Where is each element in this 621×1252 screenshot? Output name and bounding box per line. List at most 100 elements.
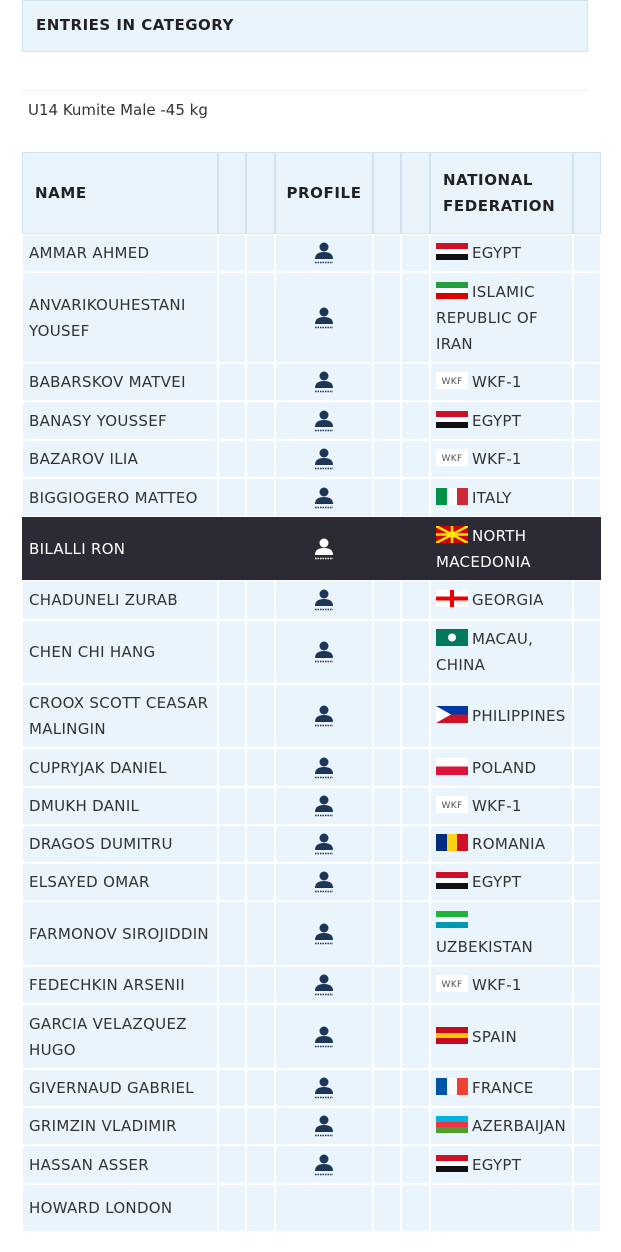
table-cell [373, 580, 401, 620]
profile-icon[interactable] [314, 923, 334, 945]
table-cell [573, 478, 601, 517]
table-cell: BABARSKOV MATVEI [22, 363, 218, 401]
entries-table: NAME PROFILE NATIONAL FEDERATION AMMAR AHME… [22, 152, 601, 1252]
table-cell [373, 1145, 401, 1184]
table-cell [573, 1107, 601, 1145]
table-cell [246, 966, 275, 1004]
federation-name: ROMANIA [472, 835, 546, 853]
table-cell [246, 580, 275, 620]
table-cell: ITALY [430, 478, 573, 517]
flag-icon [436, 1116, 472, 1135]
federation-name: EGYPT [472, 1155, 522, 1174]
flag-icon: WKF [436, 975, 472, 994]
table-cell: WKF WKF-1 [430, 363, 573, 401]
table-cell [401, 787, 430, 825]
athlete-name: BANASY YOUSSEF [29, 411, 167, 430]
table-cell: CHEN CHI HANG [22, 620, 218, 684]
table-cell [218, 748, 246, 787]
section-header: ENTRIES IN CATEGORY [22, 0, 588, 52]
profile-cell [275, 825, 373, 863]
table-cell [218, 1184, 246, 1232]
athlete-name: CHADUNELI ZURAB [29, 591, 178, 609]
column-header [573, 152, 601, 234]
athlete-name: ELSAYED OMAR [29, 873, 150, 891]
table-cell [218, 787, 246, 825]
profile-icon[interactable] [314, 538, 334, 560]
table-cell [401, 901, 430, 966]
table-cell: ROMANIA [430, 825, 573, 863]
table-cell [246, 234, 275, 272]
table-cell [573, 620, 601, 684]
profile-icon[interactable] [314, 410, 334, 432]
table-cell [401, 478, 430, 517]
table-cell: FRANCE [430, 1069, 573, 1107]
flag-icon [436, 629, 472, 648]
profile-icon[interactable] [314, 1026, 334, 1048]
table-cell [373, 363, 401, 401]
table-cell [573, 684, 601, 748]
profile-icon[interactable] [314, 757, 334, 779]
profile-icon[interactable] [314, 833, 334, 855]
athlete-name: BILALLI RON [29, 539, 126, 558]
federation-name: FRANCE [472, 1079, 534, 1097]
profile-icon[interactable] [314, 705, 334, 727]
profile-icon[interactable] [314, 448, 334, 470]
profile-icon[interactable] [314, 487, 334, 509]
federation-name: MACAU, CHINA [436, 630, 534, 674]
table-cell: BIGGIOGERO MATTEO [22, 478, 218, 517]
table-cell [246, 272, 275, 363]
federation-name: WKF-1 [472, 450, 522, 468]
athlete-name: DRAGOS DUMITRU [29, 835, 173, 853]
column-header [373, 152, 401, 234]
table-cell [246, 863, 275, 901]
table-cell [373, 272, 401, 363]
profile-icon[interactable] [314, 641, 334, 663]
table-cell [573, 1184, 601, 1232]
profile-icon[interactable] [314, 871, 334, 893]
table-cell [218, 580, 246, 620]
category-label: U14 Kumite Male -45 kg [22, 90, 588, 132]
profile-icon[interactable] [314, 371, 334, 393]
flag-icon [436, 281, 472, 301]
federation-name: GEORGIA [472, 591, 544, 609]
profile-cell [275, 440, 373, 478]
federation-name: SPAIN [472, 1027, 518, 1046]
profile-cell [275, 272, 373, 363]
table-cell [573, 401, 601, 440]
column-title: NATIONAL FEDERATION [443, 171, 556, 215]
table-cell [573, 1145, 601, 1184]
athlete-name: CROOX SCOTT CEASAR MALINGIN [29, 694, 209, 738]
profile-icon[interactable] [314, 1077, 334, 1099]
column-title: NAME [35, 184, 87, 202]
profile-icon[interactable] [314, 795, 334, 817]
table-cell [430, 1184, 573, 1232]
table-cell [246, 1145, 275, 1184]
table-cell [401, 401, 430, 440]
athlete-name: AMMAR AHMED [29, 244, 150, 262]
profile-cell [275, 748, 373, 787]
svg-text:WKF: WKF [442, 377, 463, 387]
profile-icon[interactable] [314, 242, 334, 264]
table-cell [218, 684, 246, 748]
table-cell [573, 863, 601, 901]
table-cell [573, 748, 601, 787]
profile-icon[interactable] [314, 307, 334, 329]
federation-name: UZBEKISTAN [436, 937, 534, 956]
flag-icon [436, 243, 472, 262]
table-cell: EGYPT [430, 863, 573, 901]
table-cell: BAZAROV ILIA [22, 440, 218, 478]
table-cell [218, 363, 246, 401]
profile-icon[interactable] [314, 1115, 334, 1137]
profile-icon[interactable] [314, 1154, 334, 1176]
federation-name: POLAND [472, 758, 537, 777]
column-header: NATIONAL FEDERATION [430, 152, 573, 234]
profile-icon[interactable] [314, 589, 334, 611]
table-cell [401, 272, 430, 363]
table-cell [246, 517, 275, 580]
table-cell [401, 517, 430, 580]
federation-name: WKF-1 [472, 373, 522, 391]
table-cell [218, 966, 246, 1004]
federation-name: PHILIPPINES [472, 707, 566, 725]
profile-icon[interactable] [314, 974, 334, 996]
table-cell: GEORGIA [430, 580, 573, 620]
